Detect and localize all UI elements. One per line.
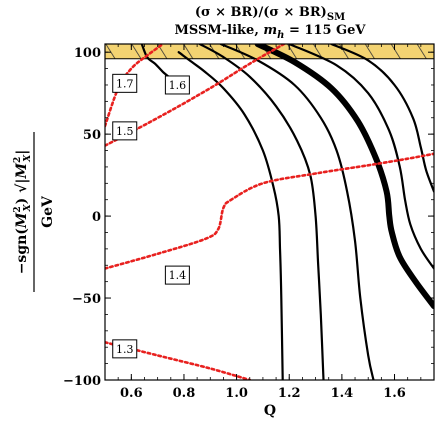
x-tick-label-6: 1.6 xyxy=(383,386,406,401)
plot-frame xyxy=(104,43,435,381)
contour-label-5: 1.3 xyxy=(112,339,138,359)
solid-contour-2 xyxy=(177,51,284,380)
contour-label-1: 1.7 xyxy=(112,73,138,93)
contour-label-3: 1.5 xyxy=(112,121,138,141)
solid-contours xyxy=(140,44,434,380)
dotted-contour-3 xyxy=(105,152,434,270)
solid-contour-6 xyxy=(288,44,434,270)
contour-labels: 1.7 1.6 1.5 1.4 1.3 xyxy=(112,73,190,359)
y-axis-label: −sgn(M2X) √|M2X| GeV xyxy=(13,132,56,292)
contour-label-4: 1.4 xyxy=(164,265,190,285)
chart-title-line2: MSSM-like, mh = 115 GeV xyxy=(175,23,367,41)
svg-text:GeV: GeV xyxy=(40,195,56,228)
solid-contour-4 xyxy=(219,44,375,380)
svg-text:1.4: 1.4 xyxy=(169,269,187,282)
chart-title-line1: (σ × BR)/(σ × BR)SM xyxy=(195,5,345,23)
svg-text:1.5: 1.5 xyxy=(116,125,134,138)
solid-contour-5 xyxy=(254,44,434,310)
dotted-contour-1 xyxy=(105,44,165,128)
axis-ticks: 0.6 0.8 1.0 1.2 1.4 1.6 −100 −50 0 50 100 xyxy=(63,44,435,401)
solid-contour-1 xyxy=(140,44,172,80)
x-tick-label-4: 1.2 xyxy=(278,386,301,401)
svg-text:1.7: 1.7 xyxy=(116,77,134,90)
svg-text:−sgn(M2X) √|M2X|: −sgn(M2X) √|M2X| xyxy=(13,150,33,275)
y-tick-label-1: −100 xyxy=(63,374,101,389)
y-tick-label-4: 50 xyxy=(83,128,101,143)
x-tick-label-2: 0.8 xyxy=(173,386,196,401)
x-tick-label-1: 0.6 xyxy=(120,386,143,401)
y-tick-label-2: −50 xyxy=(72,292,101,307)
x-tick-label-5: 1.4 xyxy=(331,386,354,401)
dotted-contours xyxy=(105,44,434,380)
y-tick-label-3: 0 xyxy=(92,210,101,225)
contour-label-2: 1.6 xyxy=(164,75,190,95)
solid-contour-7 xyxy=(330,44,434,193)
svg-text:1.3: 1.3 xyxy=(116,343,134,356)
svg-text:1.6: 1.6 xyxy=(169,79,187,92)
solid-contour-3 xyxy=(198,44,325,380)
plot-area xyxy=(105,44,434,380)
y-tick-label-5: 100 xyxy=(74,46,101,61)
x-tick-label-3: 1.0 xyxy=(225,386,248,401)
x-axis-label: Q xyxy=(264,403,276,419)
